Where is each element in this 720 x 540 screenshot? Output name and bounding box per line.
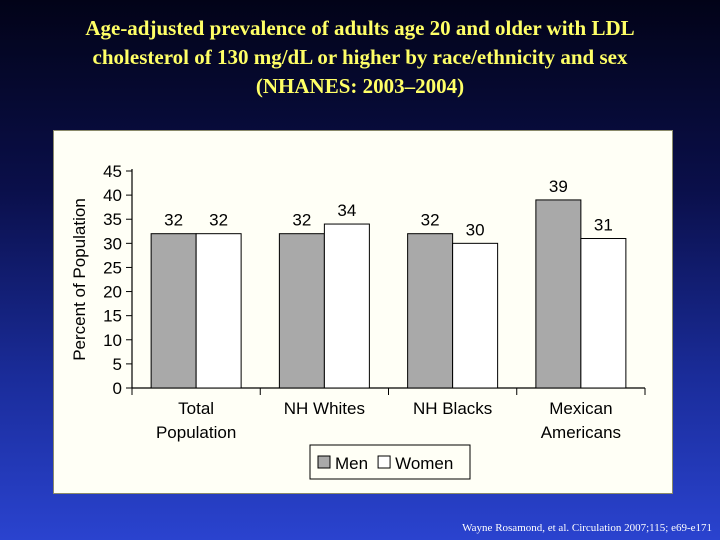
y-tick-label: 10 [103,331,122,350]
bar-women-2 [452,242,499,389]
bar-women-0 [195,233,242,389]
y-tick-label: 35 [103,210,122,229]
y-tick-label: 0 [113,379,122,398]
x-tick-label: Mexican [549,399,612,418]
citation: Wayne Rosamond, et al. Circulation 2007;… [462,522,712,534]
y-tick-label: 45 [103,162,122,181]
slide-title: Age-adjusted prevalence of adults age 20… [0,14,720,101]
data-label-men-1: 32 [292,211,311,230]
data-label-men-2: 32 [421,211,440,230]
data-label-men-0: 32 [164,211,183,230]
y-axis-label: Percent of Population [70,198,89,361]
y-tick-label: 15 [103,307,122,326]
title-line-3: (NHANES: 2003–2004) [255,74,465,98]
data-label-women-0: 32 [209,211,228,230]
title-line-1: Age-adjusted prevalence of adults age 20… [85,16,635,40]
bar-men-2 [407,233,454,389]
bar-women-3 [580,238,627,389]
data-label-women-1: 34 [337,201,356,220]
data-label-women-2: 30 [466,220,485,239]
chart-panel: 0 5 10 15 20 25 30 35 40 45 Percent of Population 3… [53,130,673,494]
y-tick-label: 40 [103,186,122,205]
bar-men-1 [278,233,325,389]
bar-men-3 [535,199,582,389]
y-tick-label: 20 [103,283,122,302]
y-tick-label: 25 [103,258,122,277]
x-tick-label: Total [178,399,214,418]
x-tick-label: Americans [541,423,621,442]
legend-swatch-women [377,455,391,469]
bar-chart: 0 5 10 15 20 25 30 35 40 45 Percent of Population 3… [70,162,646,480]
x-tick-label: Population [156,423,236,442]
data-label-men-3: 39 [549,177,568,196]
y-tick-label: 5 [113,355,122,374]
data-label-women-3: 31 [594,216,613,235]
legend-label-men: Men [335,454,368,473]
y-tick-label: 30 [103,234,122,253]
x-tick-label: NH Whites [284,399,365,418]
bar-women-1 [323,223,370,389]
bar-men-0 [150,233,197,389]
x-tick-label: NH Blacks [413,399,492,418]
legend-label-women: Women [395,454,453,473]
legend-swatch-men [317,455,331,469]
title-line-2: cholesterol of 130 mg/dL or higher by ra… [92,45,628,69]
